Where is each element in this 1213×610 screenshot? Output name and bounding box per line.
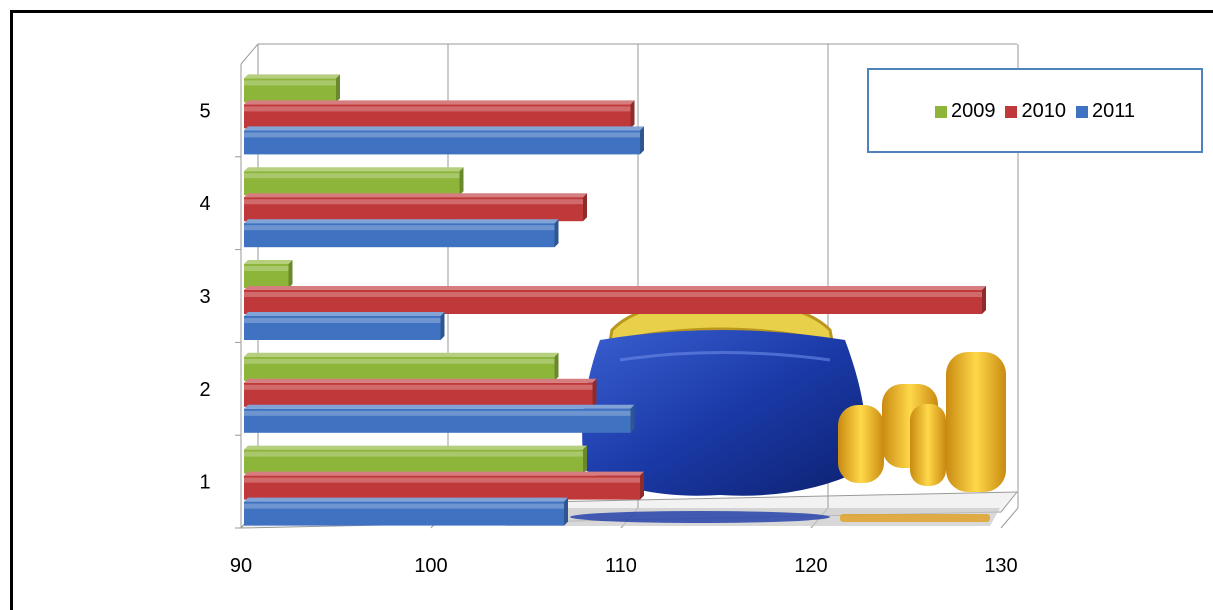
bar bbox=[244, 260, 293, 288]
y-tick-label: 2 bbox=[199, 379, 210, 401]
y-tick-label: 1 bbox=[199, 472, 210, 494]
bar bbox=[244, 193, 587, 222]
bar bbox=[244, 471, 644, 500]
bar bbox=[244, 378, 597, 407]
legend-swatch bbox=[1005, 105, 1018, 118]
bar bbox=[244, 445, 587, 474]
x-tick-label: 100 bbox=[414, 555, 447, 577]
x-tick-label: 120 bbox=[794, 555, 827, 577]
bar bbox=[244, 100, 635, 129]
y-tick-label: 3 bbox=[199, 286, 210, 308]
bar bbox=[244, 312, 445, 340]
y-tick-label: 4 bbox=[199, 193, 210, 215]
bar bbox=[244, 126, 644, 155]
legend-label: 2010 bbox=[1021, 100, 1066, 122]
purse-and-coins-picture bbox=[506, 300, 1006, 526]
floor-gridline bbox=[1000, 507, 1019, 529]
y-tick-label: 5 bbox=[199, 100, 210, 122]
bar bbox=[244, 74, 340, 103]
legend-swatch bbox=[1075, 105, 1088, 118]
x-tick-label: 130 bbox=[984, 555, 1017, 577]
left-wall-topedge bbox=[240, 43, 259, 65]
legend-item: 2010 bbox=[1005, 100, 1066, 123]
bar bbox=[244, 404, 635, 433]
bar bbox=[244, 286, 986, 314]
legend-item: 2011 bbox=[1075, 100, 1135, 123]
x-tick-labels: 90 100 110 120 130 bbox=[230, 555, 1018, 577]
chart-frame bbox=[10, 10, 1213, 610]
y-tick-labels: 1 2 3 4 5 bbox=[199, 100, 241, 529]
x-tick-label: 110 bbox=[605, 555, 637, 577]
legend-item: 2009 bbox=[934, 100, 996, 123]
legend: 2009 2010 2011 bbox=[867, 68, 1203, 153]
legend-label: 2009 bbox=[950, 100, 996, 122]
bar bbox=[244, 497, 568, 526]
bar-series bbox=[244, 74, 986, 526]
bar bbox=[244, 167, 464, 196]
x-tick-label: 90 bbox=[230, 555, 252, 577]
legend-swatch bbox=[934, 105, 947, 118]
bar bbox=[244, 352, 559, 381]
legend-label: 2011 bbox=[1091, 100, 1135, 122]
bar bbox=[244, 219, 559, 248]
